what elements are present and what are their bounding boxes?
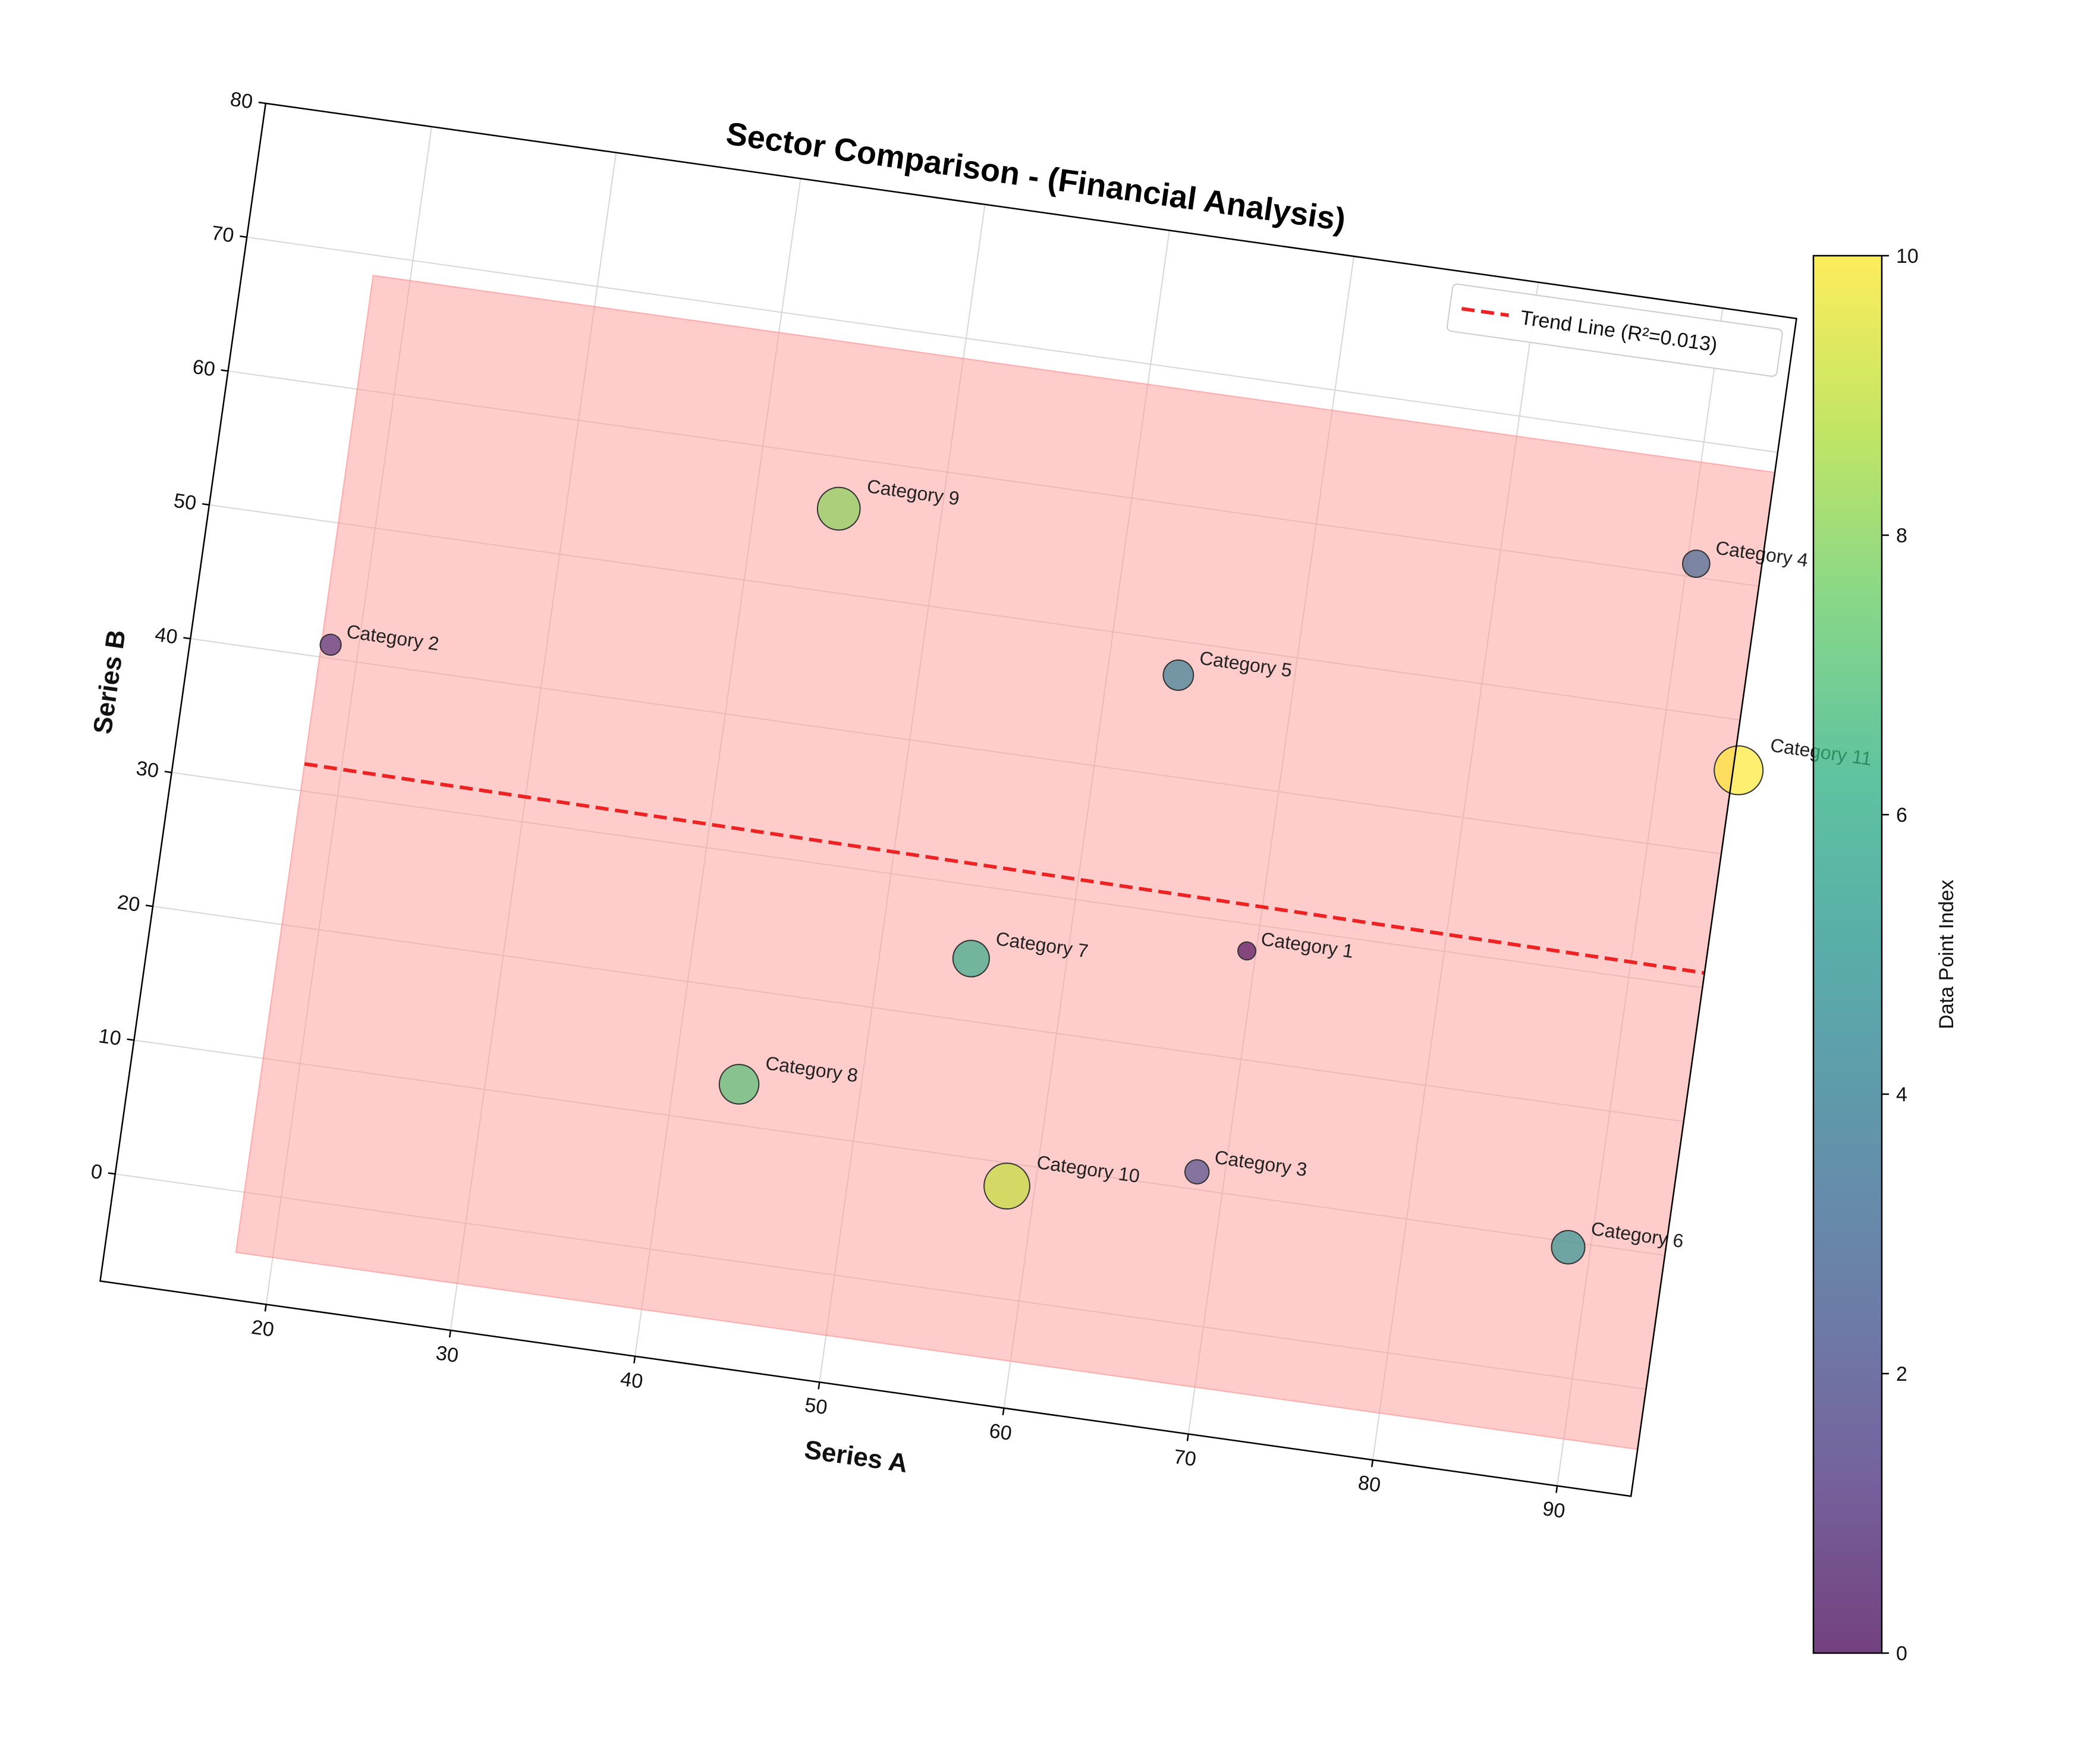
y-tick-label: 30 — [135, 757, 161, 783]
x-tick-label: 40 — [619, 1368, 645, 1393]
legend-trend-swatch — [1461, 307, 1509, 318]
x-tick-label: 80 — [1357, 1471, 1382, 1497]
y-tick-mark — [127, 1038, 134, 1041]
colorbar-gradient — [1812, 255, 1883, 1654]
y-tick-label: 20 — [116, 891, 142, 916]
x-tick-mark — [264, 1304, 267, 1312]
trend-line — [304, 762, 1705, 975]
y-tick-mark — [240, 235, 247, 238]
colorbar-tick-label: 2 — [1896, 1363, 1907, 1386]
scatter-point — [1184, 1159, 1210, 1185]
scatter-point — [718, 1064, 760, 1105]
x-tick-label: 90 — [1541, 1497, 1567, 1523]
x-tick-label: 70 — [1172, 1446, 1198, 1471]
x-tick-mark — [448, 1330, 452, 1338]
x-tick-label: 20 — [250, 1316, 276, 1342]
scatter-point — [983, 1163, 1030, 1209]
scatter-point — [319, 633, 342, 656]
x-tick-label: 50 — [803, 1394, 829, 1419]
x-tick-mark — [1186, 1434, 1189, 1441]
y-tick-mark — [145, 904, 153, 907]
y-tick-label: 0 — [89, 1160, 103, 1184]
x-tick-mark — [1002, 1408, 1005, 1416]
y-tick-label: 60 — [191, 356, 217, 381]
y-tick-label: 40 — [153, 623, 179, 649]
colorbar-tick-label: 4 — [1896, 1083, 1907, 1106]
y-tick-mark — [164, 771, 172, 774]
grid-line-y — [247, 236, 1778, 453]
chart-title: Sector Comparison - (Financial Analysis) — [724, 115, 1348, 238]
x-tick-mark — [1555, 1485, 1558, 1493]
y-tick-label: 70 — [210, 222, 235, 247]
y-tick-mark — [108, 1172, 115, 1175]
colorbar-tick-label: 10 — [1896, 245, 1919, 268]
scatter-point — [1714, 745, 1764, 796]
confidence-band — [235, 275, 1776, 1450]
scatter-point — [816, 486, 861, 531]
colorbar-tick-label: 8 — [1896, 524, 1907, 547]
y-tick-mark — [202, 503, 210, 506]
x-tick-mark — [818, 1382, 820, 1390]
colorbar: 0 2 4 6 8 10 Data Point Index — [1812, 245, 1958, 1665]
colorbar-tick-label: 0 — [1896, 1642, 1907, 1665]
y-tick-mark — [183, 637, 191, 640]
x-tick-mark — [633, 1356, 636, 1364]
y-tick-label: 50 — [172, 489, 198, 515]
scatter-point — [1237, 941, 1257, 961]
scatter-point — [1551, 1230, 1586, 1265]
colorbar-label: Data Point Index — [1935, 879, 1958, 1029]
plot-frame — [99, 102, 1797, 1497]
colorbar-tick-label: 6 — [1896, 804, 1907, 827]
y-tick-mark — [221, 369, 228, 372]
scatter-point — [1162, 659, 1194, 691]
y-tick-label: 80 — [229, 88, 254, 114]
y-tick-mark — [258, 101, 266, 105]
y-tick-label: 10 — [97, 1025, 122, 1050]
scatter-point — [1682, 549, 1711, 578]
legend: Trend Line (R²=0.013) — [1447, 283, 1783, 377]
scatter-point — [952, 940, 990, 978]
legend-box — [1447, 283, 1783, 377]
x-tick-label: 30 — [435, 1342, 460, 1367]
x-tick-mark — [1370, 1459, 1374, 1468]
x-axis-label: Series A — [803, 1435, 910, 1478]
x-tick-label: 60 — [988, 1419, 1013, 1445]
y-axis-label: Series B — [88, 628, 131, 736]
